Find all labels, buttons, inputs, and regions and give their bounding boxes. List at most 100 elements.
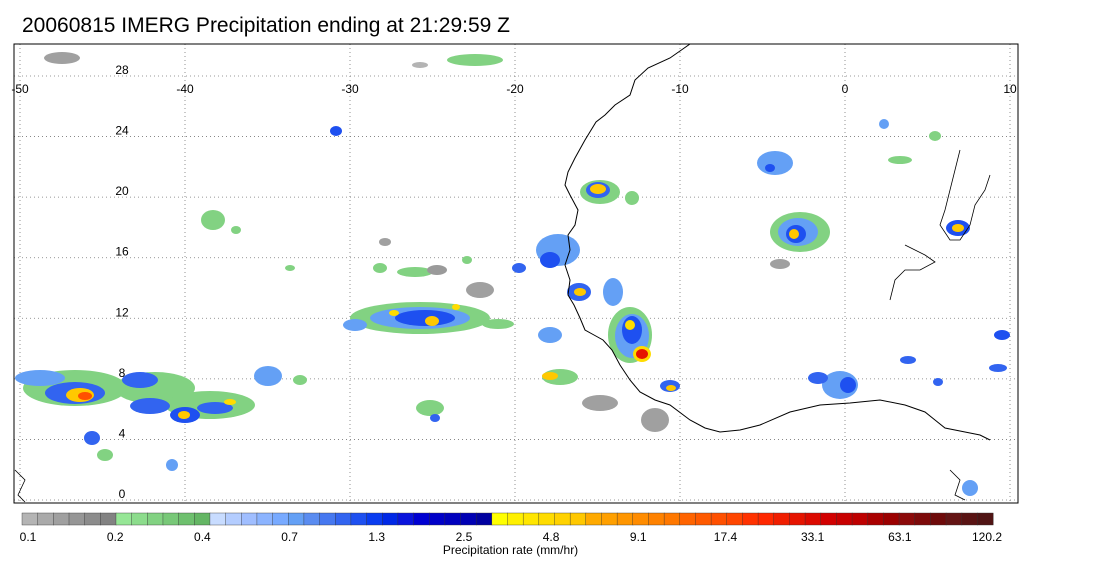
colorbar-swatch bbox=[53, 512, 70, 526]
precip-cluster-west-atlantic bbox=[15, 366, 307, 471]
colorbar-swatch bbox=[194, 512, 211, 526]
colorbar-swatch bbox=[256, 512, 274, 526]
colorbar-swatch bbox=[616, 512, 634, 526]
colorbar-tick-label: 0.4 bbox=[194, 530, 211, 544]
colorbar-tick-label: 4.8 bbox=[542, 530, 560, 544]
coastline bbox=[14, 44, 991, 503]
colorbar bbox=[21, 512, 994, 526]
precip-cluster-central-atlantic bbox=[201, 126, 514, 422]
colorbar-swatch bbox=[742, 512, 759, 526]
colorbar-tick-label: 2.5 bbox=[455, 530, 473, 544]
colorbar-tick-label: 63.1 bbox=[888, 530, 912, 544]
colorbar-swatch bbox=[366, 512, 383, 526]
gridlines bbox=[14, 44, 1018, 503]
colorbar-swatch bbox=[241, 512, 258, 526]
colorbar-swatch bbox=[961, 512, 978, 526]
precip-cluster-sahel-east bbox=[757, 119, 1010, 496]
colorbar-swatch bbox=[945, 512, 963, 526]
colorbar-swatch bbox=[319, 512, 336, 526]
lon-tick-label: -20 bbox=[506, 82, 524, 96]
plot-frame bbox=[13, 43, 1019, 504]
lon-tick-label: 0 bbox=[842, 82, 849, 96]
lat-tick-label: 16 bbox=[115, 245, 129, 259]
colorbar-swatch bbox=[648, 512, 665, 526]
colorbar-swatch bbox=[757, 512, 775, 526]
precip-cluster-north bbox=[44, 52, 503, 68]
colorbar-swatch bbox=[68, 512, 86, 526]
colorbar-swatch bbox=[820, 512, 837, 526]
lon-tick-label: -10 bbox=[671, 82, 689, 96]
colorbar-swatch bbox=[883, 512, 900, 526]
colorbar-swatch bbox=[898, 512, 916, 526]
colorbar-swatch bbox=[773, 512, 790, 526]
lat-tick-label: 20 bbox=[115, 184, 129, 198]
colorbar-swatch bbox=[507, 512, 524, 526]
colorbar-swatch bbox=[350, 512, 368, 526]
colorbar-swatch bbox=[413, 512, 430, 526]
precip-cluster-west-africa bbox=[512, 180, 680, 432]
colorbar-swatch bbox=[178, 512, 195, 526]
colorbar-swatch bbox=[444, 512, 462, 526]
colorbar-swatch bbox=[162, 512, 180, 526]
colorbar-tick-label: 0.1 bbox=[19, 530, 37, 544]
colorbar-swatch bbox=[914, 512, 931, 526]
colorbar-swatch bbox=[585, 512, 602, 526]
colorbar-swatch bbox=[37, 512, 54, 526]
colorbar-swatch bbox=[538, 512, 555, 526]
colorbar-tick-label: 0.7 bbox=[281, 530, 298, 544]
colorbar-swatch bbox=[460, 512, 477, 526]
colorbar-tick-label: 1.3 bbox=[368, 530, 386, 544]
colorbar-swatch bbox=[209, 512, 227, 526]
colorbar-swatch bbox=[475, 512, 493, 526]
colorbar-swatch bbox=[977, 512, 994, 526]
colorbar-swatch bbox=[695, 512, 712, 526]
map-title: 20060815 IMERG Precipitation ending at 2… bbox=[22, 14, 510, 37]
colorbar-swatch bbox=[84, 512, 101, 526]
colorbar-swatch bbox=[930, 512, 947, 526]
colorbar-swatch bbox=[710, 512, 728, 526]
colorbar-swatch bbox=[335, 512, 352, 526]
lat-tick-label: 0 bbox=[119, 487, 126, 501]
colorbar-swatch bbox=[867, 512, 884, 526]
lat-tick-label: 28 bbox=[115, 63, 129, 77]
colorbar-swatch bbox=[303, 512, 321, 526]
colorbar-swatch bbox=[491, 512, 509, 526]
lon-tick-label: -50 bbox=[11, 82, 29, 96]
colorbar-swatch bbox=[679, 512, 696, 526]
colorbar-swatch bbox=[601, 512, 618, 526]
colorbar-label: Precipitation rate (mm/hr) bbox=[442, 543, 579, 557]
colorbar-swatch bbox=[836, 512, 853, 526]
lat-tick-label: 8 bbox=[119, 366, 126, 380]
colorbar-tick-label: 17.4 bbox=[713, 530, 738, 544]
colorbar-swatch bbox=[804, 512, 822, 526]
longitude-tick-labels: -50 -40 -30 -20 -10 0 10 bbox=[11, 82, 1017, 96]
lon-tick-label: 10 bbox=[1003, 82, 1017, 96]
colorbar-swatch bbox=[382, 512, 399, 526]
colorbar-swatch bbox=[632, 512, 649, 526]
colorbar-swatch bbox=[21, 512, 39, 526]
lon-tick-label: -30 bbox=[341, 82, 359, 96]
colorbar-swatch bbox=[789, 512, 806, 526]
colorbar-tick-label: 33.1 bbox=[800, 530, 825, 544]
colorbar-swatch bbox=[522, 512, 540, 526]
colorbar-swatch bbox=[726, 512, 743, 526]
latitude-tick-labels: 0 4 8 12 16 20 24 28 bbox=[115, 63, 129, 501]
colorbar-tick-label: 9.1 bbox=[629, 530, 647, 544]
colorbar-swatch bbox=[272, 512, 289, 526]
colorbar-swatch bbox=[100, 512, 117, 526]
lat-tick-label: 4 bbox=[119, 426, 126, 440]
colorbar-swatch bbox=[147, 512, 164, 526]
colorbar-swatch bbox=[428, 512, 446, 526]
colorbar-swatch bbox=[225, 512, 242, 526]
colorbar-swatch bbox=[115, 512, 133, 526]
precipitation-field bbox=[15, 52, 1010, 496]
colorbar-swatch bbox=[851, 512, 869, 526]
colorbar-swatch bbox=[288, 512, 305, 526]
lon-tick-label: -40 bbox=[176, 82, 194, 96]
lat-tick-label: 12 bbox=[115, 305, 129, 319]
colorbar-swatch bbox=[569, 512, 587, 526]
colorbar-tick-label: 120.2 bbox=[971, 530, 1003, 544]
colorbar-swatch bbox=[131, 512, 148, 526]
lat-tick-label: 24 bbox=[115, 124, 129, 138]
